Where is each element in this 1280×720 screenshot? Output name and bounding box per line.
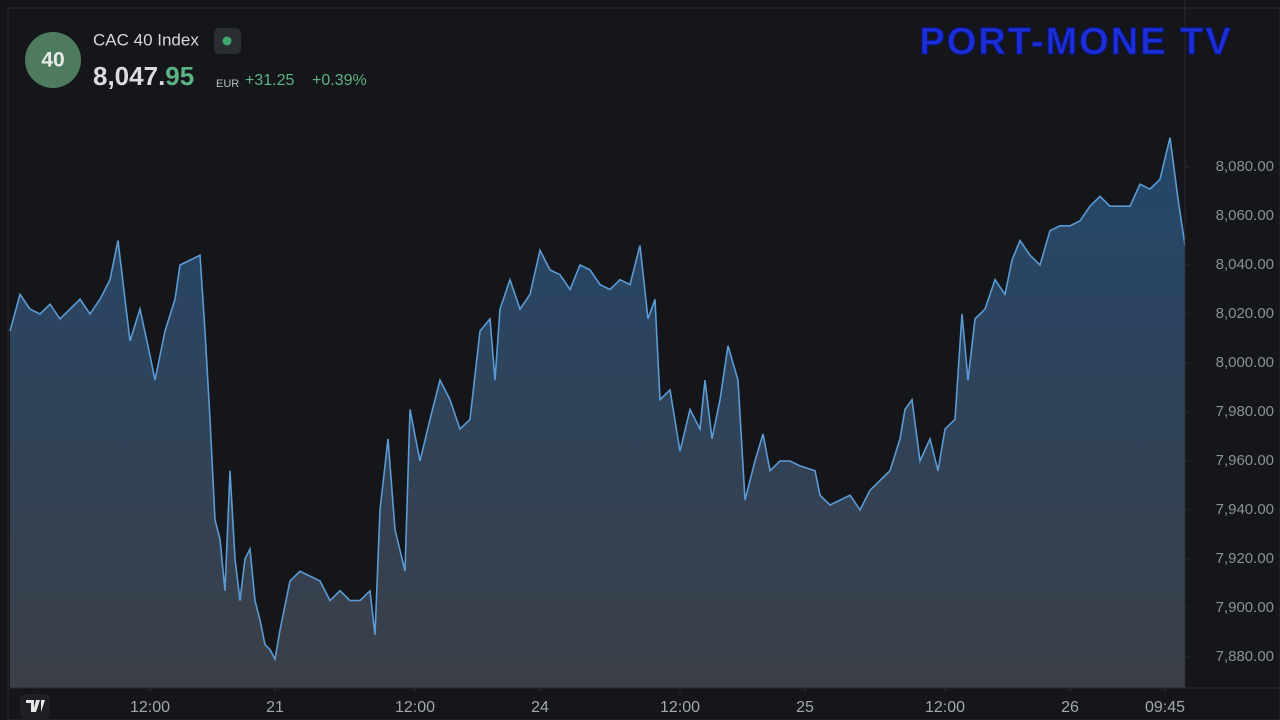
y-tick-label: 7,960.00 (1216, 452, 1274, 469)
y-tick-label: 7,920.00 (1216, 550, 1274, 567)
y-tick-label: 8,040.00 (1216, 256, 1274, 273)
x-tick-label: 25 (796, 699, 814, 716)
x-tick-label: 12:00 (130, 699, 170, 716)
symbol: CAC 40 Index (93, 30, 199, 49)
price-main: 8,047. (93, 61, 165, 91)
area-fill (10, 137, 1185, 689)
y-tick-label: 8,060.00 (1216, 207, 1274, 224)
x-tick-label: 09:45 (1145, 699, 1185, 716)
y-tick-label: 7,940.00 (1216, 501, 1274, 518)
badge-text: 40 (41, 49, 64, 72)
watermark: PORT-MONE TV (919, 21, 1232, 63)
badge (25, 32, 81, 88)
x-tick-label: 12:00 (395, 699, 435, 716)
price-line (9, 137, 1186, 662)
change: +31.25 (245, 72, 294, 89)
x-tick-label: 21 (266, 699, 284, 716)
price: 8,047.95 (93, 61, 194, 91)
y-tick-label: 7,900.00 (1216, 599, 1274, 616)
status-dot (222, 36, 232, 46)
x-tick-label: 24 (531, 699, 549, 716)
currency: EUR (216, 78, 239, 90)
price-fraction: 95 (165, 61, 194, 91)
change-percent: +0.39% (312, 72, 367, 89)
plot: 8,080.00 8,060.00 8,040.00 8,020.00 8,000.00… (9, 0, 1280, 716)
x-tick-label: 12:00 (660, 699, 700, 716)
x-tick-label: 12:00 (925, 699, 965, 716)
tv-logo-mark (26, 700, 45, 712)
y-tick-label: 7,980.00 (1216, 403, 1274, 420)
y-tick-label: 7,880.00 (1216, 648, 1274, 665)
y-tick-label: 8,080.00 (1216, 158, 1274, 175)
y-tick-label: 8,000.00 (1216, 354, 1274, 371)
y-tick-label: 8,020.00 (1216, 305, 1274, 322)
x-tick-label: 26 (1061, 699, 1079, 716)
